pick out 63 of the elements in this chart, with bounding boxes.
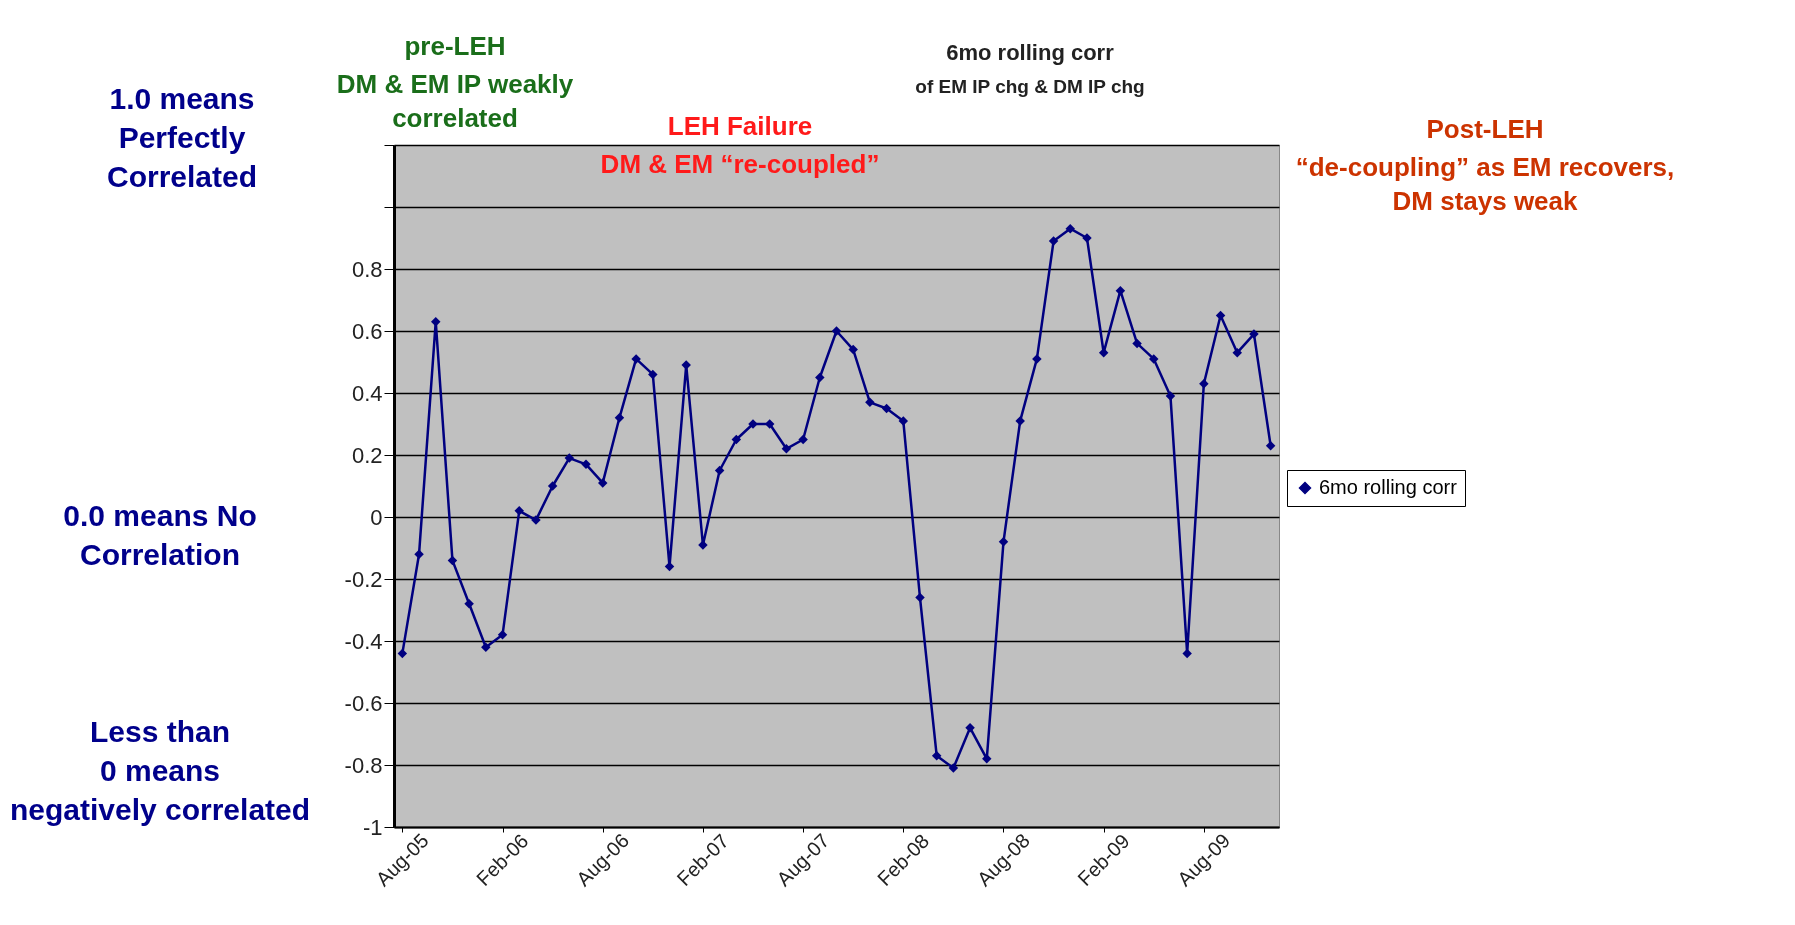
point — [1265, 440, 1276, 451]
point — [982, 754, 992, 764]
point — [581, 459, 591, 470]
point — [547, 481, 558, 491]
point — [597, 478, 608, 488]
text: DM & EM IP weakly correlated — [336, 69, 574, 133]
point — [648, 369, 658, 380]
point — [731, 434, 742, 445]
point — [464, 599, 474, 609]
y-tick-label: -0.6 — [344, 690, 383, 716]
point — [1015, 416, 1025, 426]
point — [431, 316, 441, 327]
point — [798, 434, 808, 445]
point — [564, 453, 575, 463]
point — [1048, 236, 1059, 246]
chart-subtitle: of EM IP chg & DM IP chg — [915, 76, 1145, 97]
point — [614, 413, 625, 423]
point — [815, 372, 825, 383]
chart-title: 6mo rolling corr — [946, 40, 1115, 65]
y-tick-label: 0 — [370, 504, 383, 530]
point — [881, 403, 892, 414]
y-tick-label: 0.4 — [351, 380, 383, 406]
text: LEH Failure — [667, 111, 813, 141]
point — [1165, 391, 1176, 401]
point — [447, 555, 458, 566]
y-tick-label: -0.4 — [344, 628, 383, 654]
point — [898, 416, 909, 426]
text: Less than 0 means negatively correlated — [9, 715, 311, 826]
point — [481, 642, 491, 652]
point — [1232, 347, 1242, 358]
text: 1.0 means Perfectly Correlated — [106, 82, 258, 193]
point — [1149, 354, 1159, 364]
point — [1115, 285, 1126, 296]
point — [397, 648, 408, 659]
text: Post-LEH — [1426, 114, 1544, 144]
point — [497, 630, 508, 640]
point — [965, 723, 975, 733]
point — [1065, 223, 1076, 234]
point — [931, 750, 942, 761]
point — [998, 537, 1009, 547]
y-tick-label: -1 — [362, 814, 383, 840]
point — [1132, 338, 1142, 349]
text: “de-coupling” as EM recovers, DM stays weak — [1295, 152, 1675, 216]
point — [514, 506, 524, 516]
point — [1215, 310, 1226, 321]
point — [714, 465, 725, 476]
point — [948, 763, 959, 773]
text: pre-LEH — [404, 31, 506, 61]
point — [781, 444, 792, 454]
legend-label: 6mo rolling corr — [1319, 476, 1458, 498]
point — [831, 326, 842, 336]
y-tick-label: 0.2 — [351, 442, 383, 468]
y-tick-label: 0.6 — [351, 318, 383, 344]
y-tick-label: -0.2 — [344, 566, 383, 592]
point — [848, 344, 858, 355]
y-tick-label: 0.8 — [351, 256, 383, 282]
point — [1199, 378, 1209, 389]
annotation: DM & EM “re-coupled” — [600, 149, 880, 179]
y-tick-label: -0.8 — [344, 752, 383, 778]
point — [865, 397, 875, 408]
point — [915, 592, 925, 603]
text: 0.0 means No Correlation — [63, 499, 257, 571]
point — [681, 360, 691, 370]
